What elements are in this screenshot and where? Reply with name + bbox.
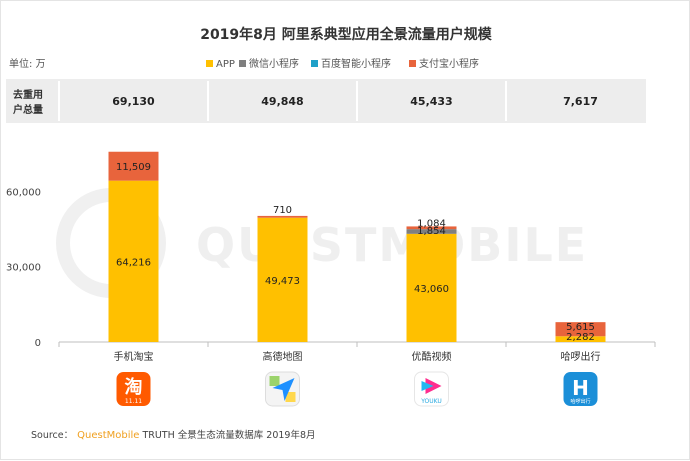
unit-label: 单位: 万 — [9, 57, 46, 70]
y-tick-label: 30,000 — [6, 263, 41, 274]
bar-segment — [555, 322, 606, 337]
legend-swatch — [409, 60, 416, 67]
legend-swatch — [239, 60, 246, 67]
bar-segment — [257, 217, 308, 342]
legend-label: 微信小程序 — [249, 57, 299, 70]
legend-label: APP — [216, 59, 235, 70]
svg-text:哈啰出行: 哈啰出行 — [570, 398, 590, 405]
bar-segment — [108, 151, 159, 181]
data-label: 43,060 — [414, 284, 449, 295]
data-label: 1,854 — [417, 226, 446, 237]
taobao-icon: 淘11.11 — [116, 372, 151, 406]
svg-text:11.11: 11.11 — [125, 398, 142, 405]
totals-label: 去重用 — [13, 88, 43, 101]
y-tick-label: 60,000 — [6, 187, 41, 198]
totals-label: 户总量 — [12, 103, 43, 116]
data-label: 710 — [273, 205, 292, 216]
x-tick-label: 高德地图 — [263, 350, 303, 363]
data-label: 64,216 — [116, 257, 151, 268]
legend-swatch — [311, 60, 318, 67]
category-labels: 手机淘宝 高德地图 优酷视频 哈啰出行 — [114, 350, 601, 363]
watermark-text: QUESTMOBILE — [196, 218, 588, 272]
source-note: Source： QuestMobile TRUTH 全景生态流量数据库 2019年8… — [31, 429, 316, 441]
totals-row-bg — [6, 79, 646, 123]
svg-text:H: H — [572, 376, 589, 400]
total-value: 49,848 — [261, 95, 303, 108]
bar-segment — [108, 180, 159, 342]
data-label: 49,473 — [265, 276, 300, 287]
bar-segment — [406, 233, 457, 342]
source-text: Source： QuestMobile TRUTH 全景生态流量数据库 2019年8… — [31, 429, 316, 441]
total-value: 45,433 — [410, 95, 452, 108]
source-rest: TRUTH 全景生态流量数据库 2019年8月 — [141, 429, 315, 441]
bar-segment — [555, 336, 606, 342]
data-label: 11,509 — [116, 162, 151, 173]
bar-segment — [406, 229, 457, 234]
data-label: 5,615 — [566, 322, 595, 333]
legend-swatch — [206, 60, 213, 67]
total-value: 7,617 — [563, 95, 598, 108]
data-label: 1,084 — [417, 218, 446, 229]
source-brand: QuestMobile — [77, 430, 139, 441]
chart-title: 2019年8月 阿里系典型应用全景流量用户规模 — [200, 26, 493, 43]
x-tick-label: 优酷视频 — [412, 350, 452, 363]
legend-label: 百度智能小程序 — [321, 57, 391, 70]
total-value: 69,130 — [112, 95, 155, 108]
legend: APP 微信小程序 百度智能小程序 支付宝小程序 — [206, 57, 479, 70]
source-prefix: Source： — [31, 430, 73, 441]
svg-text:淘: 淘 — [125, 376, 143, 398]
x-tick-label: 手机淘宝 — [114, 350, 154, 363]
svg-text:YOUKU: YOUKU — [420, 398, 442, 405]
bar-segment — [406, 226, 457, 230]
x-tick-label: 哈啰出行 — [561, 350, 601, 363]
amap-icon — [265, 371, 300, 407]
y-tick-label: 0 — [35, 338, 41, 349]
data-label: 2,282 — [566, 332, 595, 343]
youku-icon: YOUKU — [414, 371, 449, 407]
bar-segment — [257, 215, 308, 218]
legend-label: 支付宝小程序 — [419, 57, 479, 70]
